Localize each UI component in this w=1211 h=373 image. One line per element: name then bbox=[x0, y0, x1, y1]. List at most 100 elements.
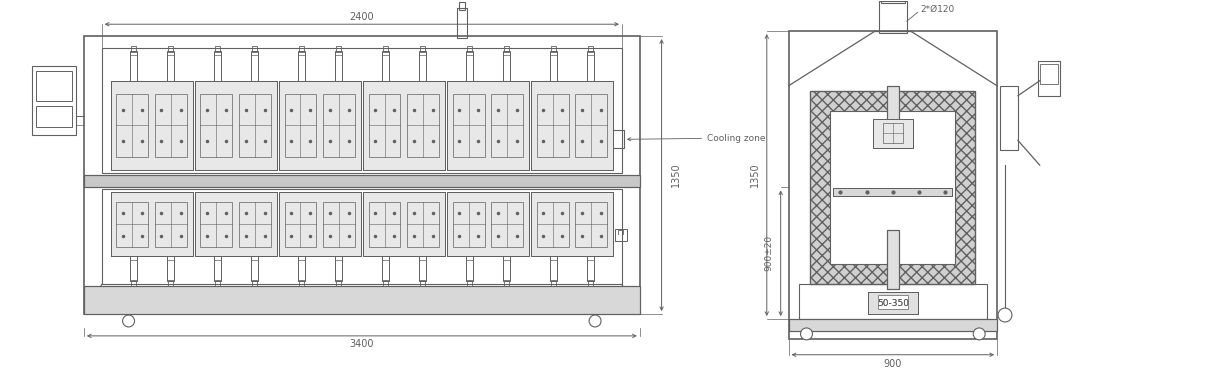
Bar bbox=[878, 295, 908, 309]
Bar bbox=[810, 91, 975, 284]
Bar bbox=[168, 280, 173, 286]
Bar bbox=[886, 86, 899, 145]
Bar bbox=[873, 119, 913, 148]
Bar bbox=[453, 202, 484, 247]
Bar bbox=[195, 192, 277, 257]
Bar bbox=[381, 51, 389, 81]
Bar bbox=[886, 230, 899, 289]
Text: 2*Ø120: 2*Ø120 bbox=[920, 5, 955, 14]
Bar bbox=[504, 280, 509, 286]
Bar bbox=[131, 46, 136, 52]
Bar bbox=[530, 192, 613, 257]
Bar bbox=[279, 81, 361, 170]
Bar bbox=[36, 106, 71, 128]
Bar bbox=[383, 46, 388, 52]
Text: 50-350: 50-350 bbox=[877, 299, 908, 308]
Bar bbox=[167, 257, 173, 281]
Bar bbox=[467, 280, 472, 286]
Bar bbox=[420, 280, 425, 286]
Bar bbox=[334, 51, 342, 81]
Bar bbox=[84, 286, 639, 314]
Bar bbox=[130, 51, 137, 81]
Bar bbox=[110, 81, 193, 170]
Bar bbox=[550, 257, 557, 281]
Text: 1350: 1350 bbox=[671, 163, 681, 187]
Text: 2400: 2400 bbox=[350, 12, 374, 22]
Bar bbox=[575, 94, 607, 157]
Bar bbox=[323, 94, 355, 157]
Bar bbox=[299, 280, 304, 286]
Bar bbox=[155, 202, 186, 247]
Bar bbox=[1038, 61, 1060, 96]
Circle shape bbox=[589, 315, 601, 327]
Bar bbox=[407, 202, 440, 247]
Bar bbox=[363, 81, 444, 170]
Bar bbox=[323, 202, 355, 247]
Bar bbox=[214, 51, 220, 81]
Bar bbox=[467, 46, 472, 52]
Bar bbox=[883, 123, 902, 143]
Bar bbox=[102, 48, 622, 173]
Bar bbox=[110, 192, 193, 257]
Bar bbox=[602, 131, 624, 148]
Bar bbox=[368, 94, 401, 157]
Bar bbox=[201, 202, 233, 247]
Bar bbox=[536, 94, 568, 157]
Bar bbox=[419, 257, 426, 281]
Circle shape bbox=[974, 328, 986, 340]
Bar bbox=[447, 192, 529, 257]
Circle shape bbox=[800, 328, 813, 340]
Bar bbox=[453, 94, 484, 157]
Bar bbox=[1000, 86, 1018, 150]
Bar bbox=[155, 94, 186, 157]
Bar bbox=[868, 292, 918, 314]
Bar bbox=[285, 202, 316, 247]
Bar bbox=[214, 280, 219, 286]
Bar bbox=[201, 94, 233, 157]
Bar bbox=[195, 192, 277, 257]
Bar bbox=[84, 286, 639, 314]
Text: 3400: 3400 bbox=[350, 339, 374, 349]
Bar bbox=[879, 1, 907, 33]
Bar bbox=[880, 0, 905, 3]
Bar bbox=[84, 175, 639, 187]
Bar bbox=[530, 81, 613, 170]
Bar bbox=[195, 81, 277, 170]
Bar bbox=[420, 46, 425, 52]
Bar bbox=[798, 284, 987, 319]
Bar bbox=[457, 8, 466, 38]
Bar bbox=[33, 66, 76, 135]
Bar bbox=[84, 36, 639, 314]
Bar bbox=[251, 257, 258, 281]
Bar bbox=[466, 257, 472, 281]
Bar bbox=[130, 257, 137, 281]
Bar bbox=[536, 202, 568, 247]
Bar bbox=[788, 319, 997, 331]
Bar bbox=[833, 188, 952, 197]
Bar bbox=[335, 46, 340, 52]
Bar bbox=[84, 175, 639, 187]
Bar bbox=[575, 202, 607, 247]
Bar bbox=[252, 46, 257, 52]
Bar bbox=[550, 51, 557, 81]
Bar bbox=[447, 81, 529, 170]
Bar bbox=[504, 46, 509, 52]
Bar bbox=[110, 192, 193, 257]
Bar bbox=[195, 81, 277, 170]
Bar bbox=[833, 188, 952, 197]
Bar bbox=[116, 202, 149, 247]
Bar bbox=[530, 81, 613, 170]
Bar bbox=[36, 71, 71, 101]
Text: 900: 900 bbox=[884, 359, 902, 369]
Bar bbox=[383, 280, 388, 286]
Text: 1350: 1350 bbox=[750, 163, 759, 187]
Bar bbox=[363, 192, 444, 257]
Text: Cooling zone: Cooling zone bbox=[707, 134, 765, 143]
Bar bbox=[363, 192, 444, 257]
Bar bbox=[587, 257, 593, 281]
Bar bbox=[252, 280, 257, 286]
Bar bbox=[167, 51, 173, 81]
Bar bbox=[831, 110, 955, 264]
Bar bbox=[279, 192, 361, 257]
Bar bbox=[298, 51, 305, 81]
